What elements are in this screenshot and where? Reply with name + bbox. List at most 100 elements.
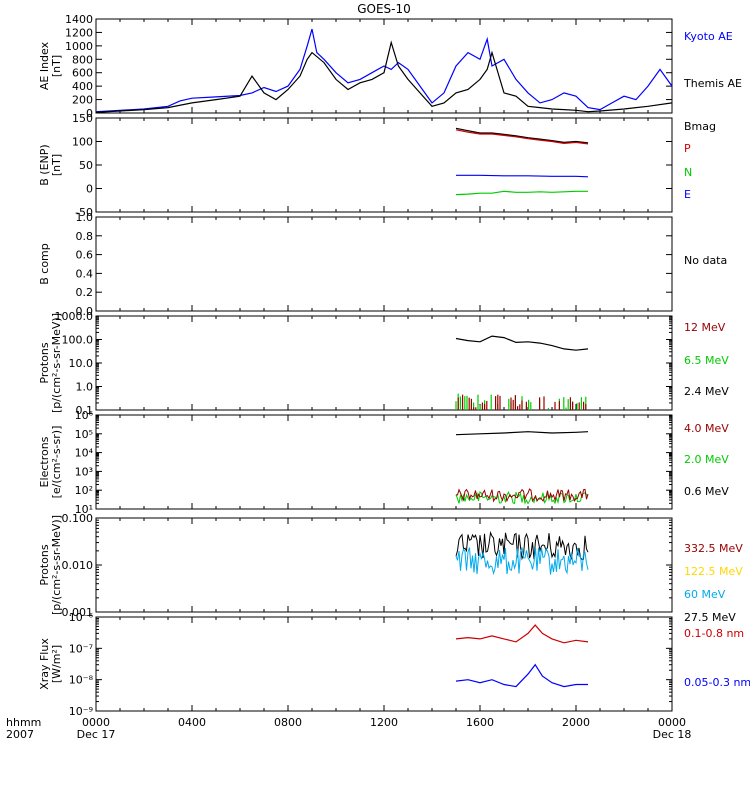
panel-frame bbox=[95, 315, 673, 411]
panel-frame bbox=[95, 517, 673, 613]
panel-5: 10¹ 10² 10³ 10⁴ 10⁵ 10⁶ Electrons [e/(cm²-s-sr)… bbox=[38, 409, 729, 516]
y-tick-label: 10² bbox=[75, 484, 93, 497]
y-tick-label: 0.100 bbox=[62, 512, 94, 525]
y-tick-label: 800 bbox=[72, 53, 93, 66]
y-tick-label: -50 bbox=[75, 206, 93, 219]
y-tick-label: 150 bbox=[72, 112, 93, 125]
legend-label: 122.5 MeV bbox=[684, 565, 743, 578]
panel-4: 0.1 1.0 10.0 100.0 1000.0 Protons [p/(cm²-s-sr… bbox=[38, 310, 729, 417]
panel-7: 10⁻⁹ 10⁻⁸ 10⁻⁷ 10⁻⁶ Xray Flux [W/m²] 0.1-0.8 n… bbox=[38, 611, 750, 718]
y-tick-label: 10⁵ bbox=[75, 428, 93, 441]
x-tick-label: 0400 bbox=[178, 716, 206, 729]
y-tick-label: 200 bbox=[72, 94, 93, 107]
series-line bbox=[455, 547, 589, 576]
y-tick-label: 0.8 bbox=[76, 230, 94, 243]
y-tick-label: 10⁻⁷ bbox=[69, 642, 93, 655]
y-tick-label: 10⁴ bbox=[75, 447, 94, 460]
x-tick-label: 0800 bbox=[274, 716, 302, 729]
series-line bbox=[455, 127, 589, 144]
y-tick-label: 10⁻⁶ bbox=[69, 611, 94, 624]
y-tick-label: 1.0 bbox=[76, 211, 94, 224]
legend-label: N bbox=[684, 166, 692, 179]
x-tick-label: 1200 bbox=[370, 716, 398, 729]
x-tick-sublabel: Dec 17 bbox=[77, 728, 116, 741]
legend-label: 6.5 MeV bbox=[684, 354, 729, 367]
legend-label: 0.6 MeV bbox=[684, 485, 729, 498]
y-tick-label: 100.0 bbox=[62, 334, 94, 347]
y-tick-label: 0.0 bbox=[76, 305, 94, 318]
series-line bbox=[455, 490, 589, 505]
series-line bbox=[95, 28, 673, 113]
figure-title: GOES-10 bbox=[357, 2, 411, 16]
y-axis-title: B (ENP) bbox=[38, 144, 51, 185]
y-tick-label: 10.0 bbox=[69, 357, 94, 370]
y-axis-unit: [p/(cm²-s-sr-MeV)] bbox=[50, 313, 63, 413]
y-tick-label: 0.4 bbox=[76, 267, 94, 280]
panel-6: 0.001 0.010 0.100 Protons [p/(cm²-s-sr-MeV)]… bbox=[38, 512, 743, 624]
x-axis-lead-label: 2007 bbox=[6, 728, 34, 741]
y-tick-label: 0.6 bbox=[76, 249, 94, 262]
series-line bbox=[455, 530, 589, 561]
legend-label: 12 MeV bbox=[684, 321, 726, 334]
series-line bbox=[456, 174, 589, 178]
legend-label: 60 MeV bbox=[684, 588, 726, 601]
panel-2: -50 0 50 100 150 B (ENP) [nT] Bmag PNE bbox=[38, 112, 716, 219]
y-axis-unit: [W/m²] bbox=[50, 645, 63, 683]
legend-label: No data bbox=[684, 254, 727, 267]
x-axis-lead-label: hhmm bbox=[6, 716, 41, 729]
y-tick-label: 400 bbox=[72, 80, 93, 93]
legend-label: Themis AE bbox=[683, 77, 742, 90]
series-line bbox=[455, 335, 589, 351]
y-tick-label: 1400 bbox=[65, 13, 93, 26]
y-tick-label: 10⁻⁹ bbox=[69, 705, 93, 718]
x-tick-label: 0000 bbox=[658, 716, 686, 729]
y-axis-unit: [e/(cm²-s-sr)] bbox=[50, 426, 63, 499]
y-axis-title: Electrons bbox=[38, 436, 51, 487]
y-tick-label: 1000.0 bbox=[55, 310, 94, 323]
series-line bbox=[455, 488, 589, 503]
y-tick-label: 0.001 bbox=[62, 606, 94, 619]
legend-label: 27.5 MeV bbox=[684, 611, 736, 624]
legend-label: 2.4 MeV bbox=[684, 385, 729, 398]
series-line bbox=[455, 663, 588, 688]
y-tick-label: 1000 bbox=[65, 40, 93, 53]
y-tick-label: 0 bbox=[86, 107, 93, 120]
y-axis-unit: [p/(cm²-s-sr-MeV)] bbox=[50, 515, 63, 615]
y-tick-label: 10⁻⁸ bbox=[69, 674, 94, 687]
series-line bbox=[455, 624, 589, 644]
legend-label: E bbox=[684, 188, 691, 201]
legend-label: Kyoto AE bbox=[684, 30, 733, 43]
panel-3: 0.0 0.2 0.4 0.6 0.8 1.0 B comp No data bbox=[38, 211, 727, 318]
y-axis-title: Xray Flux bbox=[38, 638, 51, 690]
y-tick-label: 1200 bbox=[65, 26, 93, 39]
series-line bbox=[95, 40, 673, 113]
legend-label: 2.0 MeV bbox=[684, 453, 729, 466]
series-line bbox=[455, 431, 589, 436]
y-axis-title: Protons bbox=[38, 544, 51, 585]
legend-label: Bmag bbox=[684, 120, 716, 133]
legend-label: 0.05-0.3 nm bbox=[684, 676, 750, 689]
y-tick-label: 10⁶ bbox=[75, 409, 94, 422]
y-tick-label: 0.010 bbox=[62, 559, 94, 572]
legend-label: 0.1-0.8 nm bbox=[684, 627, 744, 640]
y-tick-label: 0.1 bbox=[76, 404, 94, 417]
series-line bbox=[455, 190, 588, 196]
y-tick-label: 1.0 bbox=[76, 381, 94, 394]
legend-label: P bbox=[684, 142, 691, 155]
y-tick-label: 0.2 bbox=[76, 286, 94, 299]
y-axis-unit: [nT] bbox=[50, 55, 63, 77]
y-axis-unit: [nT] bbox=[50, 154, 63, 176]
y-axis-title: AE Index bbox=[38, 41, 51, 90]
legend-label: 4.0 MeV bbox=[684, 422, 729, 435]
legend-label: 332.5 MeV bbox=[684, 542, 743, 555]
panel-frame bbox=[95, 117, 673, 213]
y-tick-label: 0 bbox=[86, 183, 93, 196]
x-tick-label: 2000 bbox=[562, 716, 590, 729]
y-tick-label: 10³ bbox=[75, 465, 93, 478]
y-tick-label: 50 bbox=[79, 159, 93, 172]
y-tick-label: 100 bbox=[72, 136, 93, 149]
x-tick-label: 0000 bbox=[82, 716, 110, 729]
